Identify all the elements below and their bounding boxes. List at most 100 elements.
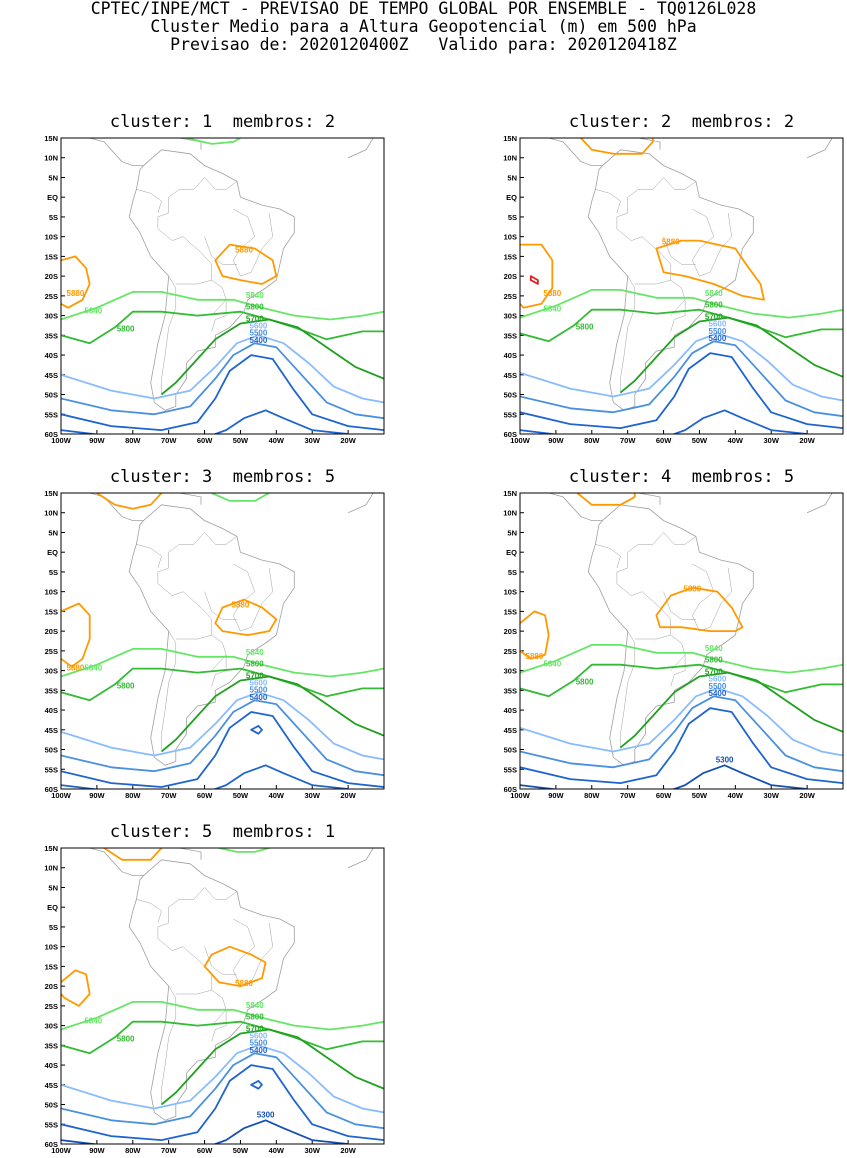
coastline-south-america [128,504,295,766]
contour-label: 5840 [543,660,561,669]
x-tick-label: 100W [51,791,72,800]
y-tick-label: 20S [45,272,58,281]
panel-title: cluster: 3 membros: 5 [109,467,336,487]
coastline-south-america [587,149,754,411]
contour-low [61,764,349,789]
coastline-south-america [587,504,754,766]
x-tick-label: 80W [584,791,600,800]
contour-top [103,848,163,861]
y-tick-label: 35S [45,686,58,695]
contour-5840 [61,291,384,321]
contour-5600 [61,334,384,404]
y-tick-label: 40S [504,706,517,715]
coastline-caribbean [179,493,202,505]
contour-5840 [520,644,843,674]
contour-top [96,493,163,510]
contour-label: 5600 [250,679,268,688]
y-tick-label: 55S [45,1120,58,1129]
contour-top-2 [211,493,270,502]
country-border [233,208,273,277]
country-border [136,189,162,214]
y-tick-label: 15S [504,252,517,261]
country-border [620,630,636,750]
contour-5400 [520,352,843,429]
country-border [595,189,621,214]
y-tick-label: 30S [45,667,58,676]
contour-5400 [61,711,384,788]
y-tick-label: 35S [45,331,58,340]
x-tick-label: 60W [197,436,213,445]
y-tick-label: 50S [504,746,517,755]
header-line-1: CPTEC/INPE/MCT - PREVISAO DE TEMPO GLOBA… [90,0,757,18]
x-tick-label: 40W [728,791,744,800]
contour-label: 5880 [662,238,680,247]
contour-5880-west [520,610,550,660]
contour-label: 5840 [705,644,723,653]
y-tick-label: 45S [45,371,58,380]
contour-label: 5700 [246,315,264,324]
x-tick-label: 100W [510,791,531,800]
contour-label: 5800 [246,303,264,312]
x-tick-label: 80W [125,791,141,800]
country-border [204,591,237,620]
contour-label: 5800 [576,322,594,331]
contour-label: 5800 [246,1013,264,1022]
country-border [663,236,696,265]
contour-label: 5500 [709,327,727,336]
y-tick-label: 15N [503,489,517,498]
y-tick-label: 60S [504,785,517,794]
contour-5600 [520,687,843,757]
y-tick-label: 60S [45,1140,58,1149]
x-tick-label: 40W [269,791,285,800]
y-tick-label: 10N [44,154,58,163]
country-border [670,654,686,687]
country-border [161,630,177,750]
coastline-central-america [89,493,144,521]
y-tick-label: EQ [506,193,517,202]
y-tick-label: 5S [49,568,58,577]
contour-label: 5500 [250,329,268,338]
x-tick-label: 60W [197,1146,213,1155]
x-tick-label: 90W [89,1146,105,1155]
contour-label: 5800 [117,681,135,690]
contour-label: 5800 [117,1034,135,1043]
contour-label: 5700 [246,1025,264,1034]
contour-label: 5800 [576,677,594,686]
country-border [211,989,227,1026]
contour-5800 [61,1020,384,1055]
y-tick-label: 50S [45,391,58,400]
contour-low-center [250,725,263,735]
y-tick-label: 5S [508,568,517,577]
country-border [663,177,697,190]
contour-label: 5880 [67,664,85,673]
country-border [204,946,237,975]
x-tick-label: 80W [125,1146,141,1155]
country-border [631,236,671,285]
x-tick-label: 90W [548,791,564,800]
contour-5800 [520,308,843,343]
country-border [204,177,238,190]
x-tick-label: 100W [510,436,531,445]
y-tick-label: 5N [48,884,58,893]
contour-label: 5600 [709,675,727,684]
contour-5700 [160,675,384,753]
contour-label: 5500 [709,682,727,691]
x-tick-label: 40W [269,1146,285,1155]
y-tick-label: 5S [49,213,58,222]
y-tick-label: 50S [45,746,58,755]
country-border [161,985,177,1105]
contour-5800 [61,310,384,345]
y-tick-label: 30S [45,1022,58,1031]
y-tick-label: 30S [504,667,517,676]
contour-5880-west [61,602,91,668]
y-tick-label: 45S [504,371,517,380]
contour-5700 [160,318,384,396]
y-tick-label: 5N [48,529,58,538]
y-tick-label: 45S [45,726,58,735]
contour-low [61,409,349,434]
y-tick-label: EQ [47,903,58,912]
x-tick-label: 80W [125,436,141,445]
contour-5500 [520,340,843,418]
y-tick-label: 55S [504,410,517,419]
